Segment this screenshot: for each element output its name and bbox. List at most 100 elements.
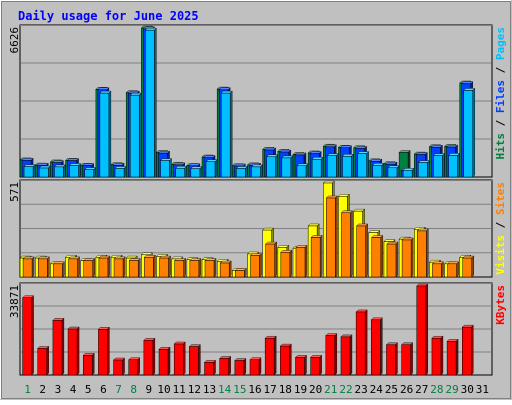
bar-pages-day-28 (432, 153, 445, 178)
x-label-day-6: 6 (100, 383, 107, 396)
bar-pages-day-14 (220, 90, 233, 178)
bar-kbytes-day-2 (37, 345, 50, 376)
bar-kbytes-day-21 (325, 333, 338, 376)
legend-entry: Visits (494, 235, 507, 275)
bar-sites-day-10 (159, 255, 172, 278)
bar-kbytes-day-5 (82, 352, 95, 376)
x-label-day-7: 7 (115, 383, 122, 396)
x-label-day-12: 12 (188, 383, 201, 396)
x-label-day-31: 31 (476, 383, 489, 396)
bar-pages-day-24 (372, 162, 385, 178)
x-label-day-27: 27 (415, 383, 428, 396)
bar-sites-day-12 (189, 258, 202, 278)
x-axis-strip (20, 378, 492, 396)
legend-hits-files-pages: Hits / Files / Pages (494, 27, 507, 160)
bar-pages-day-9 (144, 27, 157, 178)
bar-pages-day-18 (281, 155, 294, 178)
x-label-day-10: 10 (157, 383, 170, 396)
bar-kbytes-day-3 (52, 317, 65, 376)
bar-pages-day-8 (129, 92, 142, 178)
x-label-day-13: 13 (203, 383, 216, 396)
bar-pages-day-27 (417, 160, 430, 178)
bar-pages-day-16 (251, 164, 263, 178)
bar-pages-day-30 (463, 87, 476, 178)
bar-pages-day-7 (114, 165, 127, 178)
x-axis-labels: 1 2 3 4 5 6 7 8 9 10 11 12 13 14 15 16 17 18 19 20 21 22 23 24 2… (20, 378, 492, 396)
x-label-day-25: 25 (385, 383, 398, 396)
legend-separator: / (494, 215, 507, 235)
bar-kbytes-day-24 (370, 317, 383, 376)
y-max-label: 33871 (8, 285, 21, 318)
bar-sites-day-22 (340, 210, 353, 278)
x-label-day-24: 24 (370, 383, 384, 396)
x-label-day-9: 9 (146, 383, 153, 396)
bar-kbytes-day-26 (401, 342, 414, 376)
x-label-day-11: 11 (173, 383, 186, 396)
panel-kbytes: 33871 KBytes (8, 282, 507, 376)
x-label-day-16: 16 (248, 383, 261, 396)
x-label-day-19: 19 (294, 383, 307, 396)
bar-sites-day-14 (219, 260, 232, 278)
bar-kbytes-day-25 (385, 342, 398, 376)
x-label-day-2: 2 (39, 383, 46, 396)
x-label-day-17: 17 (264, 383, 277, 396)
x-label-day-30: 30 (461, 383, 474, 396)
legend-separator: / (494, 60, 507, 80)
bar-sites-day-26 (401, 237, 414, 278)
x-label-day-29: 29 (445, 383, 458, 396)
y-max-label: 571 (8, 182, 21, 202)
bar-kbytes-day-22 (340, 334, 353, 376)
x-label-day-20: 20 (309, 383, 322, 396)
bar-sites-day-15 (234, 267, 247, 278)
legend-entry: Sites (494, 182, 507, 215)
bar-sites-day-24 (371, 235, 384, 278)
bar-kbytes-day-16 (249, 357, 262, 376)
legend-visits-sites: Visits / Sites (494, 182, 507, 275)
bar-pages-day-10 (160, 158, 173, 178)
bar-kbytes-day-12 (188, 344, 201, 376)
panels-layer: 6626 Hits / Files / Pages 571 Visits / Site… (8, 24, 507, 376)
bar-sites-day-23 (356, 223, 369, 278)
bar-kbytes-day-19 (295, 354, 307, 376)
bar-kbytes-day-1 (22, 295, 35, 376)
bar-kbytes-day-10 (158, 346, 171, 376)
bar-sites-day-19 (295, 244, 308, 278)
bar-sites-day-5 (83, 258, 96, 278)
bar-pages-day-19 (296, 163, 309, 178)
legend-separator: / (494, 113, 507, 133)
legend-entry: Hits (494, 133, 507, 160)
panel-visits-sites: 571 Visits / Sites (8, 179, 507, 278)
y-max-label: 6626 (8, 27, 21, 54)
bar-sites-day-1 (22, 256, 35, 278)
bar-kbytes-day-20 (310, 354, 323, 376)
legend-entry: Pages (494, 27, 507, 60)
bar-kbytes-day-30 (461, 324, 474, 376)
x-label-day-14: 14 (218, 383, 232, 396)
bar-pages-day-5 (84, 167, 97, 178)
bar-pages-day-23 (357, 151, 370, 178)
x-label-day-18: 18 (279, 383, 292, 396)
x-label-day-26: 26 (400, 383, 413, 396)
bar-sites-day-27 (416, 228, 429, 278)
legend-entry: Files (494, 80, 507, 113)
bar-pages-day-13 (205, 159, 218, 178)
bar-sites-day-30 (462, 255, 475, 278)
bar-pages-day-1 (23, 164, 36, 178)
outer-border-dark (1, 1, 511, 399)
bar-kbytes-day-17 (264, 335, 277, 376)
bar-pages-day-2 (38, 165, 51, 178)
bar-kbytes-day-8 (128, 357, 141, 376)
bar-kbytes-day-14 (219, 355, 232, 376)
x-label-day-4: 4 (70, 383, 77, 396)
bar-sites-day-3 (52, 261, 65, 278)
x-label-day-21: 21 (324, 383, 337, 396)
bar-kbytes-day-27 (416, 283, 429, 376)
x-label-day-15: 15 (233, 383, 246, 396)
legend-entry: KBytes (494, 285, 507, 325)
bar-sites-day-4 (68, 256, 81, 278)
bar-sites-day-28 (431, 261, 444, 278)
x-label-day-23: 23 (355, 383, 368, 396)
bar-pages-day-22 (341, 153, 354, 178)
